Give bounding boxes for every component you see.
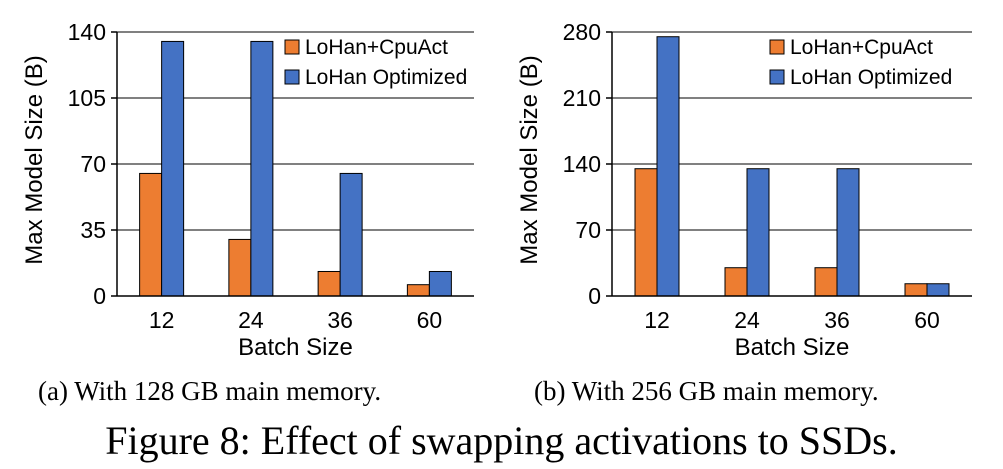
y-tick-label: 210 xyxy=(563,85,601,111)
x-tick-label: 60 xyxy=(417,307,443,333)
x-axis-label: Batch Size xyxy=(735,334,850,361)
y-tick-label: 0 xyxy=(93,283,106,309)
bar-lohan-cpuact-60 xyxy=(904,283,928,297)
y-axis-label: Max Model Size (B) xyxy=(21,55,48,264)
legend-swatch xyxy=(284,69,300,85)
legend-label: LoHan+CpuAct xyxy=(790,36,933,59)
figure-caption: Figure 8: Effect of swapping activations… xyxy=(105,418,898,463)
x-tick-label: 12 xyxy=(644,307,670,333)
bar-lohan-cpuact-12 xyxy=(634,168,658,297)
y-tick-label: 105 xyxy=(68,85,106,111)
y-tick-label: 0 xyxy=(588,283,601,309)
bar-lohan-cpuact-36 xyxy=(814,267,838,297)
y-tick-label: 140 xyxy=(563,151,601,177)
x-tick-label: 36 xyxy=(327,307,353,333)
bar-lohan-optimized-24 xyxy=(746,168,770,297)
y-tick-label: 70 xyxy=(80,151,106,177)
legend-label: LoHan Optimized xyxy=(790,66,952,89)
y-tick-label: 140 xyxy=(68,19,106,45)
chart-128gb: 0 35 70 105 140 12 24 36 60 Batch Size Max Model S… xyxy=(21,19,474,361)
subcaption-b: (b) With 256 GB main memory. xyxy=(534,376,879,406)
x-tick-label: 36 xyxy=(824,307,850,333)
chart-256gb: 0 70 140 210 280 12 24 36 60 Batch Size Max Model … xyxy=(516,19,972,361)
bar-lohan-optimized-36 xyxy=(836,168,860,297)
x-tick-label: 60 xyxy=(914,307,940,333)
x-tick-label: 24 xyxy=(734,307,760,333)
y-tick-label: 35 xyxy=(80,217,106,243)
legend-swatch xyxy=(769,39,785,55)
legend-label: LoHan+CpuAct xyxy=(305,36,448,59)
y-tick-label: 280 xyxy=(563,19,601,45)
bar-lohan-optimized-12 xyxy=(656,36,680,297)
legend: LoHan+CpuAct LoHan Optimized xyxy=(769,36,952,89)
x-axis-label: Batch Size xyxy=(238,334,353,361)
x-tick-label: 12 xyxy=(149,307,175,333)
subcaption-a: (a) With 128 GB main memory. xyxy=(38,376,382,406)
bar-lohan-optimized-60 xyxy=(926,283,950,297)
legend: LoHan+CpuAct LoHan Optimized xyxy=(284,36,467,89)
legend-label: LoHan Optimized xyxy=(305,66,467,89)
y-axis-label: Max Model Size (B) xyxy=(516,55,543,264)
legend-swatch xyxy=(284,39,300,55)
legend-swatch xyxy=(769,69,785,85)
x-tick-label: 24 xyxy=(238,307,264,333)
bar-lohan-cpuact-24 xyxy=(724,267,748,297)
y-tick-label: 70 xyxy=(575,217,601,243)
